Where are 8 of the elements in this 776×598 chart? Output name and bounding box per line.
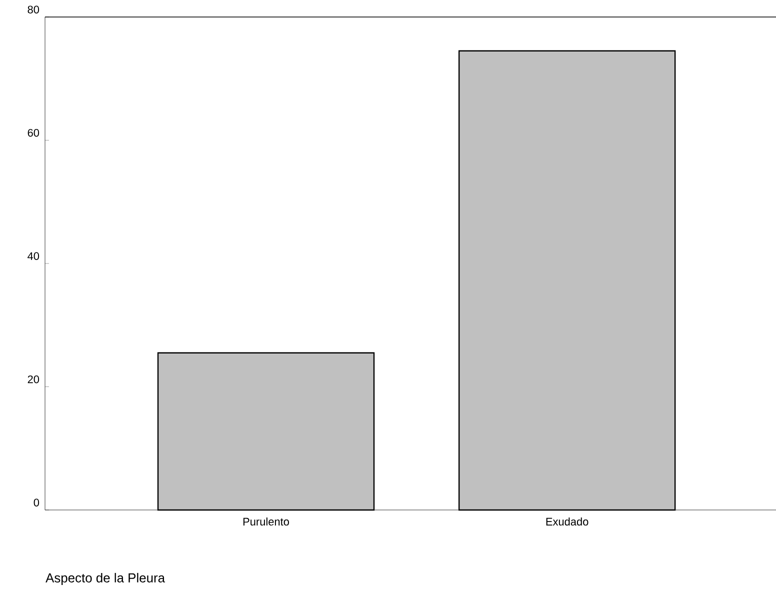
y-tick-label: 60	[28, 128, 40, 137]
y-tick-label: 20	[28, 375, 40, 384]
y-tick-label: 40	[28, 252, 40, 260]
y-tick-label: 0	[34, 498, 40, 506]
y-tick-label: 80	[28, 6, 40, 14]
x-tick-label: Purulento	[243, 518, 289, 526]
x-axis-title: Aspecto de la Pleura	[46, 572, 166, 586]
x-tick-label: Exudado	[546, 518, 588, 526]
